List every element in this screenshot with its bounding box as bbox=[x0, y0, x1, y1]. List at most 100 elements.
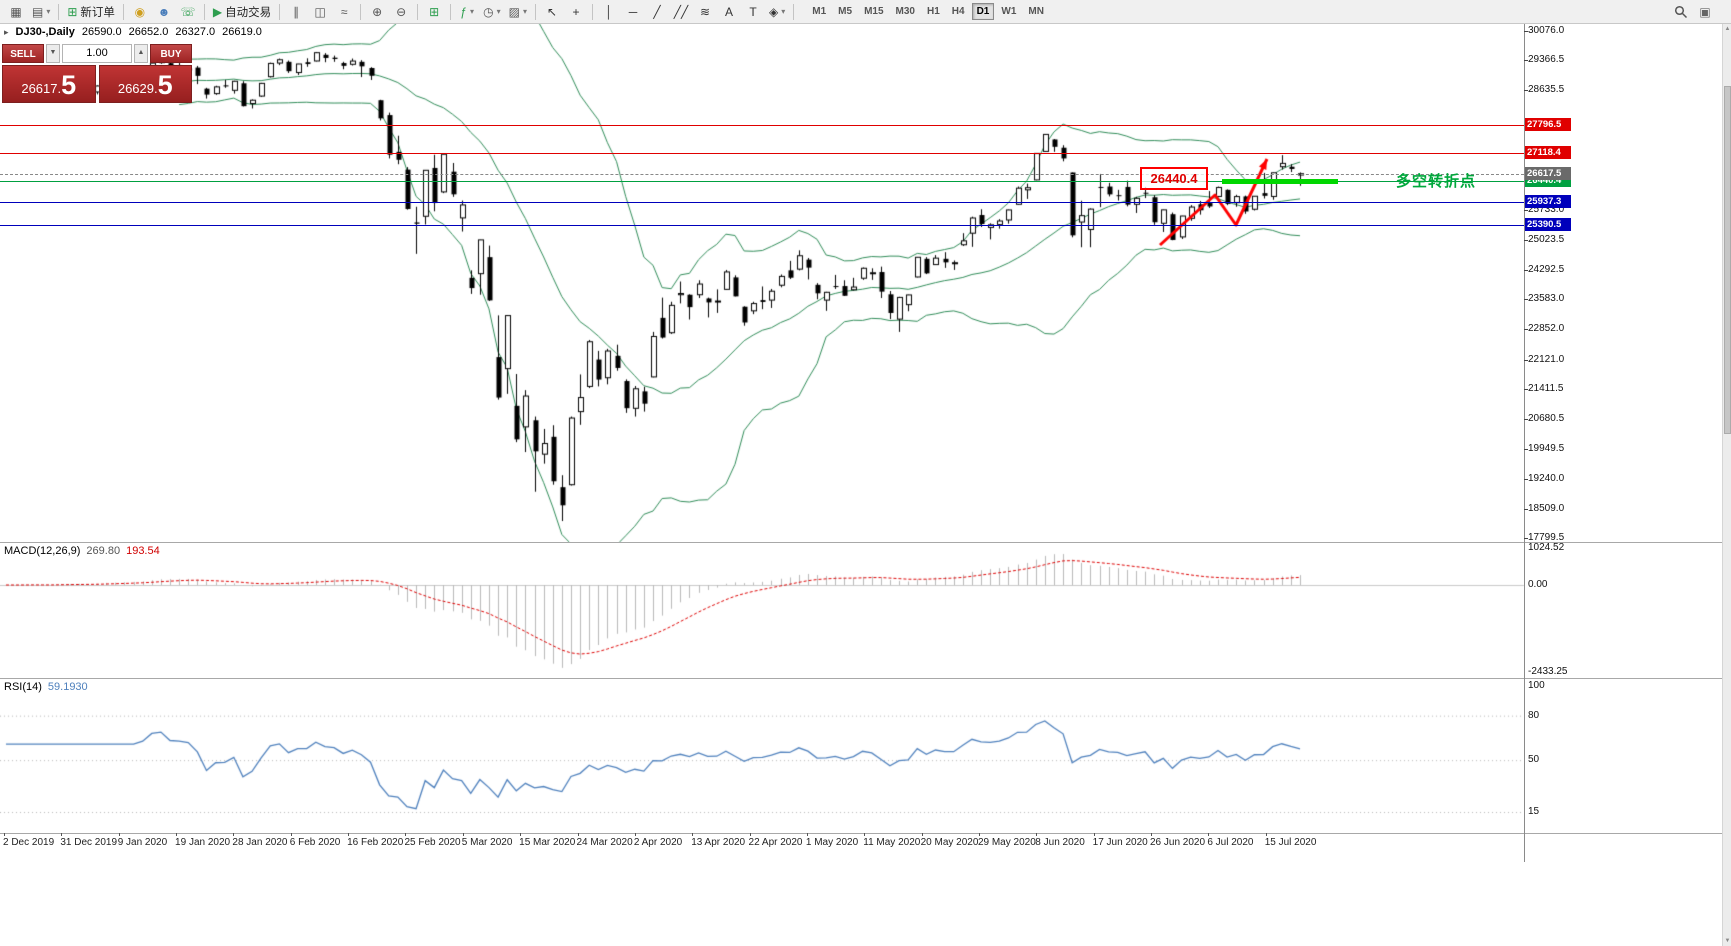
volume-input[interactable]: 1.00 bbox=[62, 44, 132, 63]
date-axis-tick bbox=[1151, 833, 1152, 836]
date-axis-tick bbox=[233, 833, 235, 836]
timeframe-h4-button[interactable]: H4 bbox=[947, 3, 970, 20]
horizontal-price-line[interactable] bbox=[0, 181, 1524, 183]
support-button[interactable]: ☏ bbox=[177, 2, 199, 22]
templates-button[interactable]: ▨ ▾ bbox=[506, 2, 530, 22]
price-line-badge[interactable]: 27796.5 bbox=[1525, 118, 1571, 132]
toolbar-separator bbox=[793, 3, 795, 20]
panel-toggle-button[interactable]: ▣ bbox=[1694, 2, 1716, 22]
timeframe-m5-button[interactable]: M5 bbox=[833, 3, 857, 20]
sell-button[interactable]: SELL bbox=[2, 44, 44, 63]
periods-icon: ◷ bbox=[483, 4, 494, 19]
new-chart-button[interactable]: ▦ bbox=[5, 2, 27, 22]
toolbar-separator bbox=[535, 3, 537, 20]
horizontal-price-line[interactable] bbox=[0, 125, 1524, 127]
fibonacci-button[interactable]: ≋ bbox=[694, 2, 716, 22]
bar-chart-mode-button[interactable]: ∥ bbox=[285, 2, 307, 22]
price-line-badge[interactable]: 25390.5 bbox=[1525, 217, 1571, 231]
date-axis-tick bbox=[405, 833, 407, 836]
horizontal-line-button[interactable]: ─ bbox=[622, 2, 644, 22]
macd-main-value: 269.80 bbox=[86, 545, 121, 557]
rsi-axis-label: 50 bbox=[1528, 754, 1540, 766]
rsi-axis-label: 15 bbox=[1528, 806, 1540, 817]
crosshair-button[interactable]: + bbox=[565, 2, 587, 22]
auto-arrange-button[interactable]: ⊞ bbox=[423, 2, 445, 22]
deposit-button[interactable]: ◉ bbox=[129, 2, 151, 22]
horizontal-price-line[interactable] bbox=[0, 201, 1524, 203]
auto-trading-button[interactable]: ▶ 自动交易 bbox=[210, 2, 274, 22]
price-axis-tick bbox=[1524, 538, 1528, 539]
price-level-annotation[interactable]: 26440.4 bbox=[1140, 167, 1208, 190]
ask-price-main: 26629. bbox=[117, 81, 158, 96]
cursor-button[interactable]: ↖ bbox=[541, 2, 563, 22]
trendline-button[interactable]: ╱ bbox=[646, 2, 668, 22]
ask-price-button[interactable]: 26629. 5 bbox=[98, 65, 192, 103]
macd-pane-separator[interactable] bbox=[0, 542, 1722, 543]
macd-name: MACD(12,26,9) bbox=[4, 545, 81, 557]
date-axis-tick bbox=[921, 833, 923, 836]
timeframe-m15-button[interactable]: M15 bbox=[859, 3, 888, 20]
timeframe-d1-button[interactable]: D1 bbox=[971, 3, 995, 20]
macd-axis-label: -2433.25 bbox=[1528, 666, 1568, 678]
arrows-icon: ◈ bbox=[769, 4, 779, 19]
date-axis-tick bbox=[520, 833, 522, 836]
zoom-in-button[interactable]: ⊕ bbox=[366, 2, 388, 22]
bid-price-button[interactable]: 26617. 5 bbox=[2, 65, 96, 103]
price-axis-label: 25733.0 bbox=[1528, 204, 1565, 216]
timeframe-m1-button[interactable]: M1 bbox=[807, 3, 831, 20]
accounts-button[interactable]: ☻ bbox=[153, 2, 175, 22]
volume-increase-button[interactable]: ▲ bbox=[134, 44, 148, 63]
scroll-up-icon[interactable]: ▲ bbox=[1724, 26, 1731, 32]
vertical-scrollbar[interactable]: ▲ ▼ bbox=[1722, 24, 1731, 946]
price-axis-tick bbox=[1524, 449, 1528, 451]
date-axis-label: 16 Feb 2020 bbox=[347, 837, 404, 848]
chart-canvas[interactable] bbox=[0, 24, 1722, 862]
date-axis-label: 22 Apr 2020 bbox=[748, 837, 803, 848]
vertical-line-button[interactable]: │ bbox=[598, 2, 620, 22]
price-axis-tick bbox=[1524, 90, 1528, 92]
expand-arrow-icon[interactable]: ▸ bbox=[4, 26, 9, 37]
timeframe-h1-button[interactable]: H1 bbox=[922, 3, 945, 20]
price-line-badge[interactable]: 27118.4 bbox=[1525, 146, 1571, 160]
price-axis-tick bbox=[1524, 239, 1528, 241]
scroll-down-icon[interactable]: ▼ bbox=[1724, 938, 1731, 944]
volume-decrease-button[interactable]: ▼ bbox=[46, 44, 60, 63]
search-button[interactable] bbox=[1670, 2, 1692, 22]
timeframe-m30-button[interactable]: M30 bbox=[891, 3, 920, 20]
date-axis-label: 20 May 2020 bbox=[920, 837, 979, 848]
horizontal-price-line[interactable] bbox=[0, 153, 1524, 155]
price-axis-tick bbox=[1524, 210, 1528, 212]
text-button[interactable]: A bbox=[718, 2, 740, 22]
indicators-button[interactable]: ƒ ▾ bbox=[456, 2, 478, 22]
candlestick-mode-button[interactable]: ◫ bbox=[309, 2, 331, 22]
date-axis-label: 19 Jan 2020 bbox=[175, 837, 231, 848]
bar-chart-mode-icon: ∥ bbox=[293, 4, 300, 19]
timeframe-w1-button[interactable]: W1 bbox=[996, 3, 1021, 20]
periods-button[interactable]: ◷ ▾ bbox=[480, 2, 504, 22]
scrollbar-thumb[interactable] bbox=[1724, 86, 1731, 434]
zoom-out-button[interactable]: ⊖ bbox=[390, 2, 412, 22]
chart-profiles-icon: ▤ bbox=[32, 4, 44, 19]
arrows-button[interactable]: ◈ ▾ bbox=[766, 2, 788, 22]
timeframe-mn-button[interactable]: MN bbox=[1023, 3, 1049, 20]
horizontal-price-line[interactable] bbox=[0, 224, 1524, 226]
date-axis-separator bbox=[0, 833, 1722, 834]
pivot-level-segment[interactable] bbox=[1222, 179, 1338, 184]
text-label-button[interactable]: T bbox=[742, 2, 764, 22]
new-order-button[interactable]: ⊞ 新订单 bbox=[64, 2, 118, 22]
line-chart-mode-button[interactable]: ≈ bbox=[333, 2, 355, 22]
rsi-pane-separator[interactable] bbox=[0, 678, 1722, 679]
bid-price-line bbox=[0, 173, 1524, 175]
chart-profiles-button[interactable]: ▤ ▾ bbox=[29, 2, 53, 22]
new-order-icon: ⊞ bbox=[67, 4, 78, 19]
macd-signal-value: 193.54 bbox=[126, 545, 160, 557]
search-icon bbox=[1674, 5, 1688, 19]
equidistant-channel-button[interactable]: ╱╱ bbox=[670, 2, 692, 22]
price-line-badge[interactable]: 25937.3 bbox=[1525, 194, 1571, 208]
buy-button[interactable]: BUY bbox=[150, 44, 192, 63]
templates-icon: ▨ bbox=[508, 4, 520, 19]
one-click-trading-panel: SELL ▼ 1.00 ▲ BUY 26617. 5 26629. 5 bbox=[2, 44, 192, 103]
pivot-note-text[interactable]: 多空转折点 bbox=[1396, 173, 1477, 190]
line-chart-mode-icon: ≈ bbox=[340, 4, 348, 19]
date-axis-label: 11 May 2020 bbox=[863, 837, 921, 848]
